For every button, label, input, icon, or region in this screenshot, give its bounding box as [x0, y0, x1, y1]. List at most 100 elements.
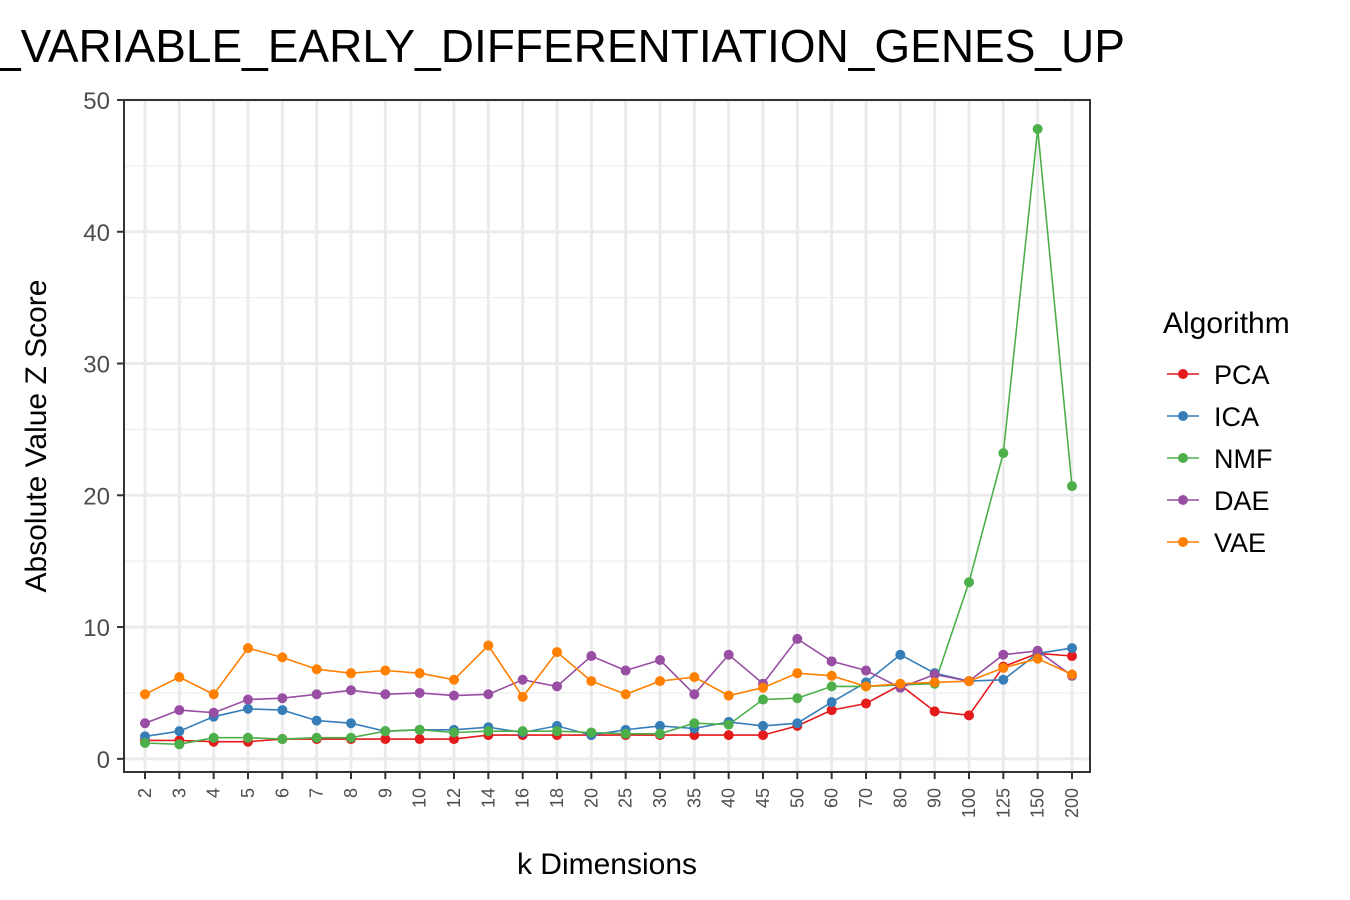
grid-minor	[124, 165, 1090, 694]
data-point-ica	[758, 720, 768, 731]
y-tick-label: 20	[83, 483, 110, 510]
legend-label-vae: VAE	[1214, 528, 1266, 558]
series-layer	[140, 123, 1077, 750]
x-tick-label: 50	[787, 788, 807, 808]
x-tick-label: 70	[856, 788, 876, 808]
data-point-ica	[998, 674, 1009, 685]
data-point-vae	[311, 664, 322, 675]
x-tick-label: 150	[1028, 788, 1048, 818]
x-tick-label: 40	[719, 788, 739, 808]
x-tick-label: 8	[341, 788, 361, 798]
series-line-dae	[144, 637, 1073, 724]
x-tick-label: 200	[1062, 788, 1082, 818]
x-tick-label: 90	[925, 788, 945, 808]
chart-title: _VARIABLE_EARLY_DIFFERENTIATION_GENES_UP	[0, 20, 1125, 72]
x-tick-label: 4	[204, 788, 224, 798]
x-tick-label: 45	[753, 788, 773, 808]
data-point-vae	[517, 691, 528, 702]
data-point-nmf	[414, 724, 425, 735]
data-point-vae	[346, 668, 356, 679]
data-point-vae	[895, 678, 906, 689]
data-point-nmf	[380, 726, 391, 737]
data-point-dae	[655, 655, 665, 665]
grid-major	[124, 98, 1090, 772]
data-point-nmf	[998, 448, 1009, 459]
data-point-dae	[277, 693, 288, 704]
data-point-nmf	[792, 693, 803, 704]
data-point-ica	[243, 703, 253, 714]
data-point-ica	[895, 649, 906, 660]
data-point-dae	[174, 705, 185, 716]
x-tick-label: 7	[307, 788, 327, 798]
x-tick-label: 12	[444, 788, 464, 808]
y-axis-title: Absolute Value Z Score	[20, 280, 53, 593]
data-point-nmf	[552, 726, 562, 737]
legend: Algorithm PCA ICA NMF DAE VAE	[1163, 307, 1290, 558]
data-point-nmf	[723, 719, 734, 730]
data-point-ica	[174, 726, 185, 737]
data-point-nmf	[140, 738, 150, 749]
data-point-vae	[414, 668, 425, 679]
data-point-vae	[552, 647, 562, 658]
data-point-vae	[655, 676, 665, 687]
data-point-nmf	[1032, 123, 1043, 134]
data-point-dae	[346, 685, 356, 696]
data-point-dae	[1032, 645, 1043, 656]
y-tick-label: 10	[83, 615, 110, 642]
x-axis-title: k Dimensions	[517, 848, 697, 881]
data-point-nmf	[174, 739, 185, 750]
data-point-vae	[140, 689, 150, 700]
x-tick-label: 125	[993, 788, 1013, 818]
data-point-ica	[346, 718, 356, 729]
data-point-dae	[552, 681, 562, 692]
data-point-vae	[243, 643, 253, 654]
x-tick-label: 14	[478, 788, 498, 808]
legend-label-nmf: NMF	[1214, 444, 1272, 474]
data-point-pca	[380, 734, 391, 745]
legend-label-ica: ICA	[1214, 402, 1259, 432]
data-point-vae	[277, 652, 288, 663]
data-point-pca	[861, 698, 871, 709]
data-point-nmf	[826, 681, 837, 692]
legend-key-point	[1178, 495, 1188, 505]
data-point-vae	[1067, 669, 1077, 680]
data-point-nmf	[311, 732, 322, 743]
data-point-pca	[964, 710, 974, 721]
legend-key-point	[1178, 453, 1188, 463]
data-point-vae	[826, 670, 837, 681]
data-point-dae	[517, 674, 528, 685]
data-point-vae	[483, 640, 494, 651]
x-tick-label: 6	[272, 788, 292, 798]
data-point-dae	[414, 687, 425, 698]
panel-border	[123, 99, 1091, 773]
data-point-vae	[174, 672, 185, 683]
data-point-nmf	[277, 734, 288, 745]
data-point-vae	[792, 668, 803, 679]
legend-label-dae: DAE	[1214, 486, 1270, 516]
data-point-dae	[723, 649, 734, 660]
legend-label-pca: PCA	[1214, 360, 1270, 390]
y-tick-label: 0	[97, 747, 110, 774]
x-tick-label: 2	[135, 788, 155, 798]
data-point-nmf	[449, 727, 459, 738]
data-point-vae	[861, 681, 871, 692]
data-point-vae	[449, 674, 459, 685]
x-tick-label: 100	[959, 788, 979, 818]
data-point-nmf	[586, 727, 597, 738]
data-point-vae	[929, 677, 940, 688]
data-point-dae	[449, 690, 459, 701]
data-point-nmf	[758, 694, 768, 705]
data-point-dae	[998, 649, 1009, 660]
x-tick-label: 30	[650, 788, 670, 808]
legend-key-point	[1178, 411, 1188, 421]
x-tick-label: 80	[890, 788, 910, 808]
data-point-nmf	[655, 728, 665, 739]
legend-key-point	[1178, 369, 1188, 379]
data-point-nmf	[517, 726, 528, 737]
data-point-dae	[929, 669, 940, 680]
data-point-dae	[826, 656, 837, 667]
data-point-dae	[311, 689, 322, 700]
x-tick-labels: 2 3 4 5 6 7 8 9 10 12 14 16 18 20 25 30 35 40 45 50 60 70 80 90…	[135, 788, 1082, 818]
data-point-pca	[929, 706, 940, 717]
x-tick-label: 18	[547, 788, 567, 808]
